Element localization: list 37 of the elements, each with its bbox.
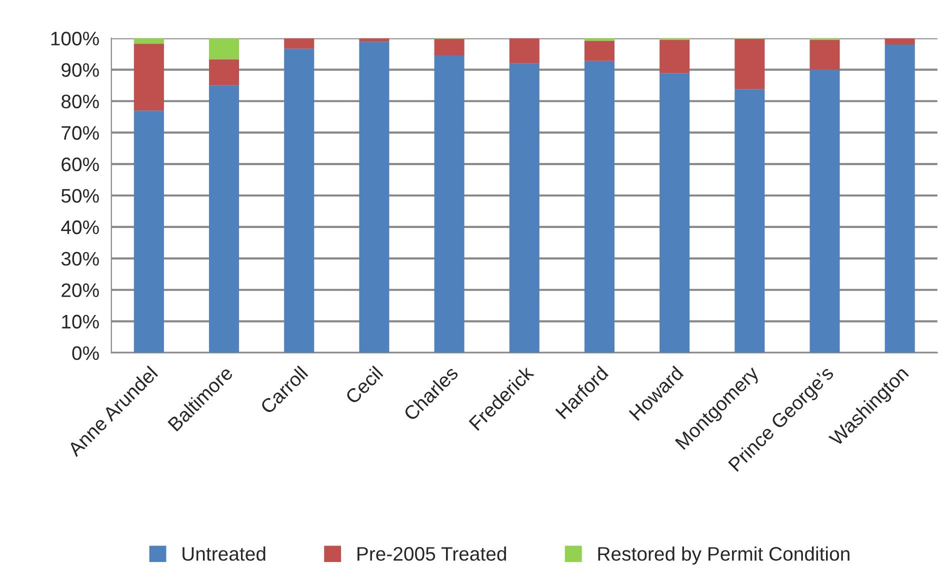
bar xyxy=(509,63,540,353)
bar xyxy=(884,44,915,353)
y-tick-label: 60% xyxy=(62,158,99,172)
y-tick-label: 10% xyxy=(62,314,99,329)
bar xyxy=(284,38,314,49)
bar xyxy=(209,59,240,86)
y-tick-label: 80% xyxy=(62,94,99,108)
legend-label: Pre-2005 Treated xyxy=(358,546,506,561)
y-tick-label: 20% xyxy=(62,283,99,298)
bar xyxy=(434,56,464,353)
bar xyxy=(134,110,164,353)
bar xyxy=(734,38,765,90)
bar xyxy=(810,70,840,353)
bar xyxy=(810,40,840,70)
bar xyxy=(134,44,164,111)
bar xyxy=(434,38,464,56)
y-tick-label: 40% xyxy=(61,220,99,234)
y-tick-label: 0% xyxy=(72,346,99,360)
y-tick-label: 70% xyxy=(62,126,99,140)
bar xyxy=(209,85,240,353)
bar xyxy=(660,40,690,74)
y-tick-label: 100% xyxy=(51,32,99,46)
bar xyxy=(734,89,765,353)
bar xyxy=(284,48,314,353)
y-tick-label: 90% xyxy=(62,63,99,77)
bar xyxy=(660,73,690,353)
bar xyxy=(584,41,614,61)
legend-label: Untreated xyxy=(182,546,266,561)
bar xyxy=(359,42,390,353)
bar xyxy=(884,38,915,45)
bar xyxy=(209,38,240,60)
bar xyxy=(584,60,614,353)
legend-label: Restored by Permit Condition xyxy=(598,546,850,565)
y-tick-label: 50% xyxy=(61,188,99,203)
bar xyxy=(509,38,540,64)
y-tick-label: 30% xyxy=(61,252,99,266)
bar xyxy=(134,38,164,44)
